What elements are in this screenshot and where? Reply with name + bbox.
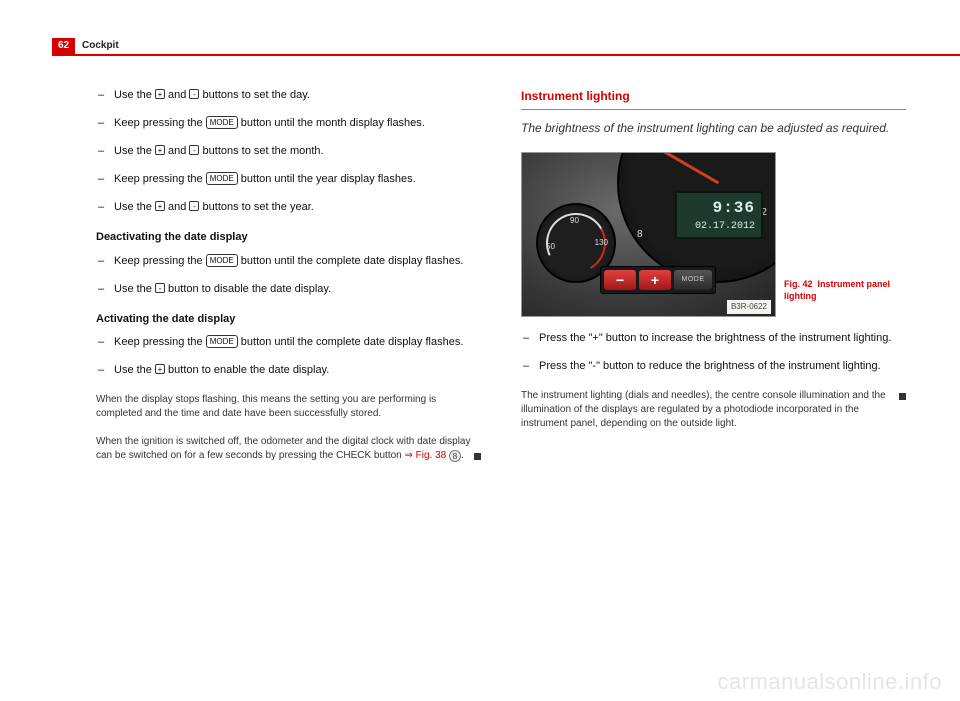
header-rule <box>52 54 960 56</box>
fig-link: ⇒ Fig. 38 <box>405 450 447 461</box>
step-year-flash: Keep pressing the MODE button until the … <box>96 172 481 188</box>
section-end-icon <box>899 393 906 400</box>
image-code: B3R-0622 <box>727 300 771 314</box>
section-heading: Instrument lighting <box>521 88 906 110</box>
text: The instrument lighting (dials and needl… <box>521 390 886 429</box>
mode-button-icon: MODE <box>674 270 712 290</box>
brightness-down-step: Press the "-" button to reduce the brigh… <box>521 359 906 375</box>
text: Use the <box>114 145 152 157</box>
figure-image: 8 10 12 50 90 130 9:36 02.17.2012 <box>521 152 776 317</box>
step-month-flash: Keep pressing the MODE button until the … <box>96 116 481 132</box>
text: Keep pressing the <box>114 255 203 267</box>
activate-heading: Activating the date display <box>96 312 481 328</box>
text: button until the complete date display f… <box>241 255 464 267</box>
text: Keep pressing the <box>114 173 203 185</box>
act-step-2: Use the + button to enable the date disp… <box>96 363 481 379</box>
note-para-1: When the display stops flashing, this me… <box>96 393 481 421</box>
mode-button-icon: MODE <box>206 254 238 267</box>
tick-label: 130 <box>595 237 608 249</box>
text: button to enable the date display. <box>168 364 329 376</box>
left-column: Use the + and - buttons to set the day. … <box>96 88 481 463</box>
act-step-1: Keep pressing the MODE button until the … <box>96 335 481 351</box>
figure-caption: Fig. 42 Instrument panel lighting <box>784 279 904 302</box>
plus-button-icon: + <box>155 145 165 155</box>
text: button until the month display flashes. <box>241 117 425 129</box>
text: Keep pressing the <box>114 336 203 348</box>
deact-step-1: Keep pressing the MODE button until the … <box>96 254 481 270</box>
plus-button-icon: + <box>155 364 165 374</box>
note-para-2: When the ignition is switched off, the o… <box>96 435 481 463</box>
page-title: Cockpit <box>82 40 119 51</box>
fig-number: Fig. 42 <box>784 279 813 289</box>
step-set-year: Use the + and - buttons to set the year. <box>96 200 481 216</box>
deact-step-2: Use the - button to disable the date dis… <box>96 282 481 298</box>
closing-para: The instrument lighting (dials and needl… <box>521 389 906 431</box>
tick-label: 50 <box>546 241 555 253</box>
step-set-month: Use the + and - buttons to set the month… <box>96 144 481 160</box>
text: . <box>461 450 464 461</box>
text: and <box>168 89 186 101</box>
ref-circle: 8 <box>449 450 461 462</box>
minus-button-icon: - <box>155 283 165 293</box>
figure-row: 8 10 12 50 90 130 9:36 02.17.2012 <box>521 152 906 317</box>
plus-button-icon: + <box>639 270 671 290</box>
page-number: 62 <box>52 38 75 56</box>
section-end-icon <box>474 453 481 460</box>
text: buttons to set the day. <box>203 89 310 101</box>
brightness-up-step: Press the "+" button to increase the bri… <box>521 331 906 347</box>
lcd-time: 9:36 <box>683 197 755 220</box>
text: buttons to set the year. <box>203 201 314 213</box>
minus-button-icon: - <box>189 201 199 211</box>
text: Use the <box>114 283 152 295</box>
plus-button-icon: + <box>155 89 165 99</box>
minus-button-icon: - <box>189 89 199 99</box>
deactivate-heading: Deactivating the date display <box>96 230 481 246</box>
text: and <box>168 201 186 213</box>
text: Use the <box>114 89 152 101</box>
content-columns: Use the + and - buttons to set the day. … <box>96 88 906 463</box>
mode-button-icon: MODE <box>206 335 238 348</box>
section-subheading: The brightness of the instrument lightin… <box>521 120 906 137</box>
minus-button-icon: - <box>189 145 199 155</box>
step-set-day: Use the + and - buttons to set the day. <box>96 88 481 104</box>
text: button until the year display flashes. <box>241 173 416 185</box>
minus-button-icon: − <box>604 270 636 290</box>
mode-button-icon: MODE <box>206 116 238 129</box>
text: button to disable the date display. <box>168 283 331 295</box>
text: buttons to set the month. <box>203 145 324 157</box>
text: and <box>168 145 186 157</box>
plus-button-icon: + <box>155 201 165 211</box>
tick-label: 8 <box>637 228 643 243</box>
lcd-display: 9:36 02.17.2012 <box>675 191 763 239</box>
text: Use the <box>114 201 152 213</box>
text: button until the complete date display f… <box>241 336 464 348</box>
mode-button-icon: MODE <box>206 172 238 185</box>
text: Keep pressing the <box>114 117 203 129</box>
needle-icon <box>648 152 719 184</box>
button-panel: − + MODE <box>600 266 716 294</box>
text: Use the <box>114 364 152 376</box>
tick-label: 90 <box>570 215 579 227</box>
watermark: carmanualsonline.info <box>717 669 942 695</box>
lcd-date: 02.17.2012 <box>683 220 755 235</box>
right-column: Instrument lighting The brightness of th… <box>521 88 906 463</box>
